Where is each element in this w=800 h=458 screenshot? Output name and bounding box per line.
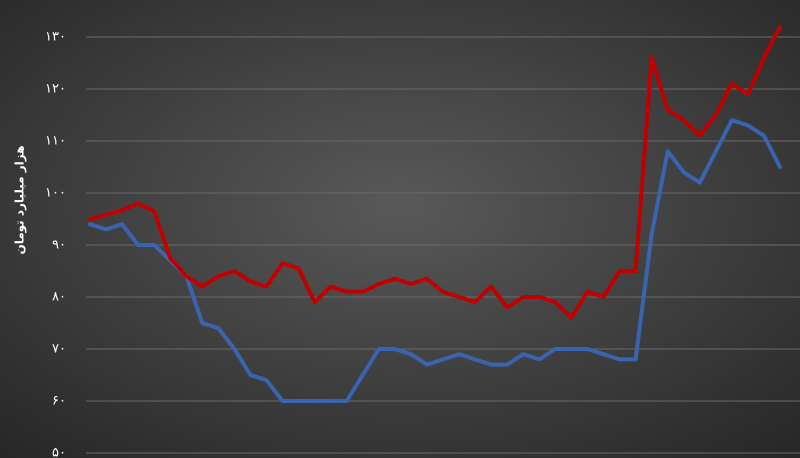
y-tick-label: ۶۰ (52, 394, 66, 409)
y-tick-label: ۱۰۰ (45, 186, 66, 201)
y-tick-label: ۹۰ (52, 238, 66, 253)
y-tick-label: ۱۱۰ (45, 134, 66, 149)
y-tick-label: ۱۳۰ (45, 30, 66, 45)
line-series (88, 118, 782, 403)
y-tick-label: ۷۰ (52, 342, 66, 357)
y-tick-label: ۵۰ (52, 446, 66, 458)
y-axis-label: هزار میلیارد تومان (13, 145, 28, 254)
y-tick-label: ۱۲۰ (45, 82, 66, 97)
y-tick-label: ۸۰ (52, 290, 66, 305)
line-series (88, 24, 782, 320)
